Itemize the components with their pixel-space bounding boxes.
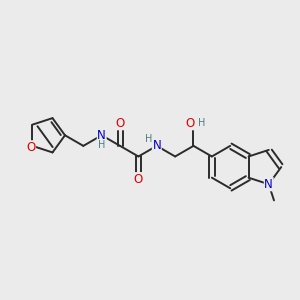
- Text: O: O: [134, 172, 143, 186]
- Text: H: H: [198, 118, 206, 128]
- Text: N: N: [264, 178, 273, 191]
- Text: H: H: [145, 134, 152, 144]
- Text: N: N: [97, 129, 106, 142]
- Text: O: O: [26, 141, 35, 154]
- Text: O: O: [116, 117, 125, 130]
- Text: H: H: [98, 140, 105, 150]
- Text: O: O: [185, 117, 195, 130]
- Text: N: N: [152, 140, 161, 152]
